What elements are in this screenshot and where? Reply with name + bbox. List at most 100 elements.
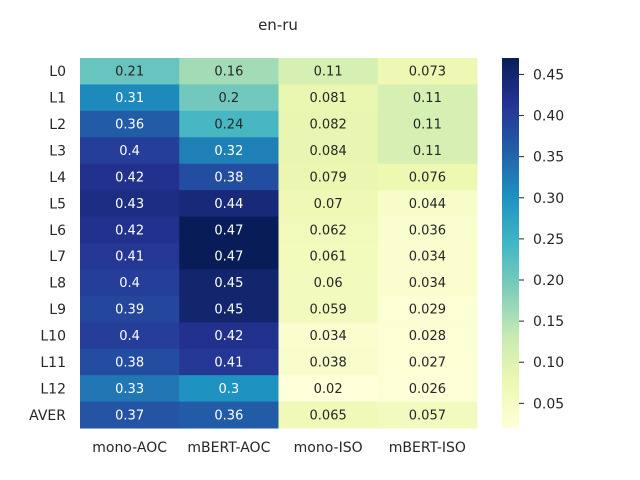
heatmap-cell [179,401,279,429]
row-label: L9 [49,302,66,318]
column-labels: mono-AOC mBERT-AOC mono-ISO mBERT-ISO [92,440,466,456]
cell-value-label: 0.11 [314,65,343,80]
heatmap-cell [278,375,379,403]
heatmap-cell [278,243,379,270]
cell-value-label: 0.084 [310,144,347,159]
heatmap-cell [377,348,478,376]
row-label: L10 [40,329,66,345]
cell-value-label: 0.47 [214,223,243,238]
cell-value-label: 0.027 [409,355,446,370]
colorbar-tick-label: 0.40 [533,109,564,125]
heatmap-cell [80,163,180,191]
heatmap-cell [377,401,478,429]
heatmap-cell [278,58,379,85]
heatmap-cell [377,110,478,138]
row-label: L11 [40,355,66,371]
heatmap-cell [377,375,478,403]
cell-value-label: 0.029 [409,303,446,318]
cell-value-label: 0.07 [314,197,343,212]
heatmap-cell [278,137,379,165]
row-labels: L0 L1 L2 L3 L4 L5 L6 L7 L8 L9 L10 L11 L12 AVER [29,64,66,424]
heatmap-cell [179,163,279,191]
cell-value-label: 0.044 [409,197,446,212]
cell-value-label: 0.3 [219,382,240,397]
cell-value-label: 0.028 [409,329,446,344]
heatmap-cell [179,58,279,85]
heatmap-cell [80,269,180,297]
heatmap-cell [377,295,478,323]
heatmap-cell [377,137,478,165]
heatmap-cell [377,243,478,270]
cell-value-label: 0.034 [409,250,446,265]
heatmap-cell [278,401,379,429]
heatmap-cell [80,401,180,429]
heatmap-cell [80,137,180,165]
cell-value-label: 0.026 [409,382,446,397]
cell-value-label: 0.034 [310,329,347,344]
row-label: L12 [40,381,66,397]
colorbar-tick-label: 0.45 [533,67,564,83]
cell-value-label: 0.081 [310,91,347,106]
cell-value-label: 0.4 [119,329,140,344]
cell-value-label: 0.41 [115,250,144,265]
cell-value-label: 0.2 [219,91,240,106]
column-label: mono-ISO [294,440,363,456]
cell-value-label: 0.06 [314,276,343,291]
cell-value-label: 0.034 [409,276,446,291]
heatmap-cell [80,375,180,403]
cell-value-label: 0.41 [214,355,243,370]
cell-value-label: 0.47 [214,250,243,265]
row-label: L2 [49,117,66,133]
heatmap-cell [179,110,279,138]
colorbar-tick-label: 0.30 [533,191,564,207]
heatmap-cell [377,322,478,350]
colorbar-tick-label: 0.25 [533,232,564,248]
heatmap-cell [179,190,279,218]
chart-title: en-ru [258,16,298,34]
heatmap-cell [377,58,478,85]
heatmap-cell [278,295,379,323]
heatmap-cell [278,269,379,297]
heatmap-cell [179,375,279,403]
heatmap-cell [278,322,379,350]
column-label: mBERT-AOC [187,440,270,456]
cell-value-label: 0.079 [310,170,347,185]
cell-value-label: 0.073 [409,65,446,80]
heatmap-cell [80,295,180,323]
cell-value-label: 0.37 [115,408,144,423]
heatmap-cell [377,269,478,297]
heatmap-cell [179,322,279,350]
heatmap-cell [80,322,180,350]
heatmap-cell [278,110,379,138]
heatmap-cell [80,84,180,112]
row-label: L6 [49,223,66,239]
heatmap-cell [80,58,180,85]
colorbar [502,58,519,428]
cell-value-label: 0.11 [413,144,442,159]
cell-value-label: 0.36 [115,118,144,133]
cell-value-label: 0.16 [214,65,243,80]
colorbar-ticks: 0.05 0.10 0.15 0.20 0.25 0.30 0.35 0.40 0.45 [519,67,564,412]
cell-value-label: 0.32 [214,144,243,159]
row-label: L1 [49,91,66,107]
cell-value-label: 0.45 [214,303,243,318]
row-label: L3 [49,144,66,160]
colorbar-tick-label: 0.15 [533,314,564,330]
cell-value-label: 0.24 [214,118,243,133]
heatmap-cell [179,269,279,297]
heatmap-cell [278,163,379,191]
row-label: L5 [49,196,66,212]
row-label: L4 [49,170,66,186]
cell-value-label: 0.42 [115,223,144,238]
heatmap-cell [179,216,279,244]
cell-value-label: 0.42 [214,329,243,344]
heatmap-cell [377,84,478,112]
cell-value-label: 0.061 [310,250,347,265]
colorbar-tick-label: 0.35 [533,150,564,166]
cell-value-label: 0.062 [310,223,347,238]
heatmap-cell [80,110,180,138]
cell-value-label: 0.038 [310,355,347,370]
column-label: mono-AOC [92,440,167,456]
colorbar-tick-label: 0.05 [533,396,564,412]
